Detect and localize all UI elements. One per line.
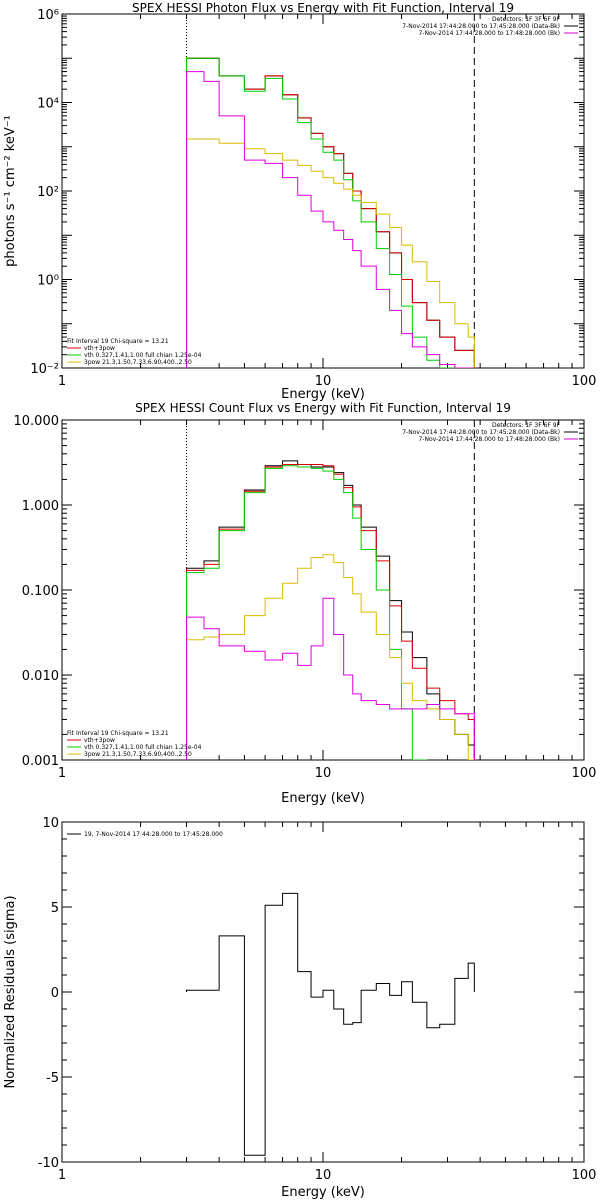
- legend-entry: Detectors: 1F 3F 6F 9F: [492, 422, 561, 429]
- series-line-vth-3pow: [186, 57, 475, 368]
- y-tick-label: 0.010: [22, 669, 59, 684]
- x-tick-label: 1: [58, 766, 66, 781]
- legend-entry: Fit Interval 19 Chi-square = 13.21: [67, 338, 169, 345]
- series-line-19: [186, 892, 475, 1156]
- series-line-data-bk: [186, 460, 475, 760]
- y-tick-label: 10²: [37, 185, 59, 200]
- series-line-3pow: [186, 554, 475, 760]
- y-tick-label: 0: [51, 986, 59, 1001]
- y-tick-label: 10⁶: [37, 8, 59, 23]
- y-tick-label: 0.001: [22, 754, 59, 769]
- y-tick-label: 10⁰: [37, 274, 59, 289]
- y-axis-label: Normalized Residuals (sigma): [3, 895, 18, 1088]
- x-tick-label: 10: [315, 766, 332, 781]
- chart-panel-1: SPEX HESSI Photon Flux vs Energy with Fi…: [3, 1, 596, 402]
- chart-title: SPEX HESSI Count Flux vs Energy with Fit…: [135, 401, 511, 415]
- legend-entry: Fit Interval 19 Chi-square = 13.21: [67, 730, 169, 737]
- legend-entry: 3pow 21.3,1.50,7.33,6.90,400.,2.50: [84, 359, 192, 366]
- chart-title: SPEX HESSI Photon Flux vs Energy with Fi…: [132, 1, 514, 15]
- series-line-bk: [186, 71, 475, 368]
- series-line-3pow: [186, 138, 475, 368]
- legend-entry: 7-Nov-2014 17:44:28.000 to 17:48:28.000 …: [418, 30, 560, 37]
- x-tick-label: 1: [58, 374, 66, 389]
- legend-entry: Detectors: 1F 3F 6F 9F: [492, 16, 561, 23]
- series-line-vth: [186, 465, 428, 760]
- y-axis-label: photons s⁻¹ cm⁻² keV⁻¹: [3, 115, 18, 267]
- legend-entry: vth 0.327,1.41,1.00 full chian 1.25e-04: [84, 744, 202, 751]
- y-tick-label: 0.100: [22, 584, 59, 599]
- legend-entry: 7-Nov-2014 17:44:28.000 to 17:45:28.000 …: [402, 429, 560, 436]
- legend-entry: 7-Nov-2014 17:44:28.000 to 17:45:28.000 …: [402, 23, 560, 30]
- x-axis-label: Energy (keV): [281, 1185, 365, 1200]
- legend-entry: 3pow 21.3,1.50,7.33,6.90,400.,2.50: [84, 751, 192, 758]
- x-tick-label: 1: [58, 1168, 66, 1183]
- series-line-vth-3pow: [186, 463, 475, 760]
- y-tick-label: 10⁴: [37, 97, 59, 112]
- series-line-vth: [186, 57, 456, 368]
- x-tick-label: 10: [315, 1168, 332, 1183]
- y-tick-label: 10.000: [14, 414, 60, 429]
- x-tick-label: 100: [572, 1168, 597, 1183]
- y-tick-label: -10: [38, 1156, 59, 1171]
- legend-entry: 19, 7-Nov-2014 17:44:28.000 to 17:45:28.…: [84, 831, 223, 838]
- plot-frame: [61, 13, 585, 369]
- legend-entry: 7-Nov-2014 17:44:28.000 to 17:48:28.000 …: [418, 436, 560, 443]
- legend-entry: vth+3pow: [84, 345, 115, 352]
- x-axis-label: Energy (keV): [281, 791, 365, 806]
- series-line-data-bk: [186, 57, 475, 368]
- x-tick-label: 10: [315, 374, 332, 389]
- y-tick-label: 1.000: [22, 499, 59, 514]
- legend-entry: vth 0.327,1.41,1.00 full chian 1.25e-04: [84, 352, 202, 359]
- series-line-bk: [186, 597, 475, 760]
- y-tick-label: 10: [42, 816, 59, 831]
- x-tick-label: 100: [572, 374, 597, 389]
- y-tick-label: 10⁻²: [30, 362, 59, 377]
- legend-entry: vth+3pow: [84, 737, 115, 744]
- chart-panel-2: SPEX HESSI Count Flux vs Energy with Fit…: [14, 401, 597, 806]
- x-axis-label: Energy (keV): [281, 387, 365, 402]
- y-tick-label: -5: [46, 1071, 59, 1086]
- chart-panel-3: 1 10 100 Energy (keV) -10 -5 0 5 10 Normalized Re…: [3, 816, 596, 1200]
- x-tick-label: 100: [572, 766, 597, 781]
- y-tick-label: 5: [51, 901, 59, 916]
